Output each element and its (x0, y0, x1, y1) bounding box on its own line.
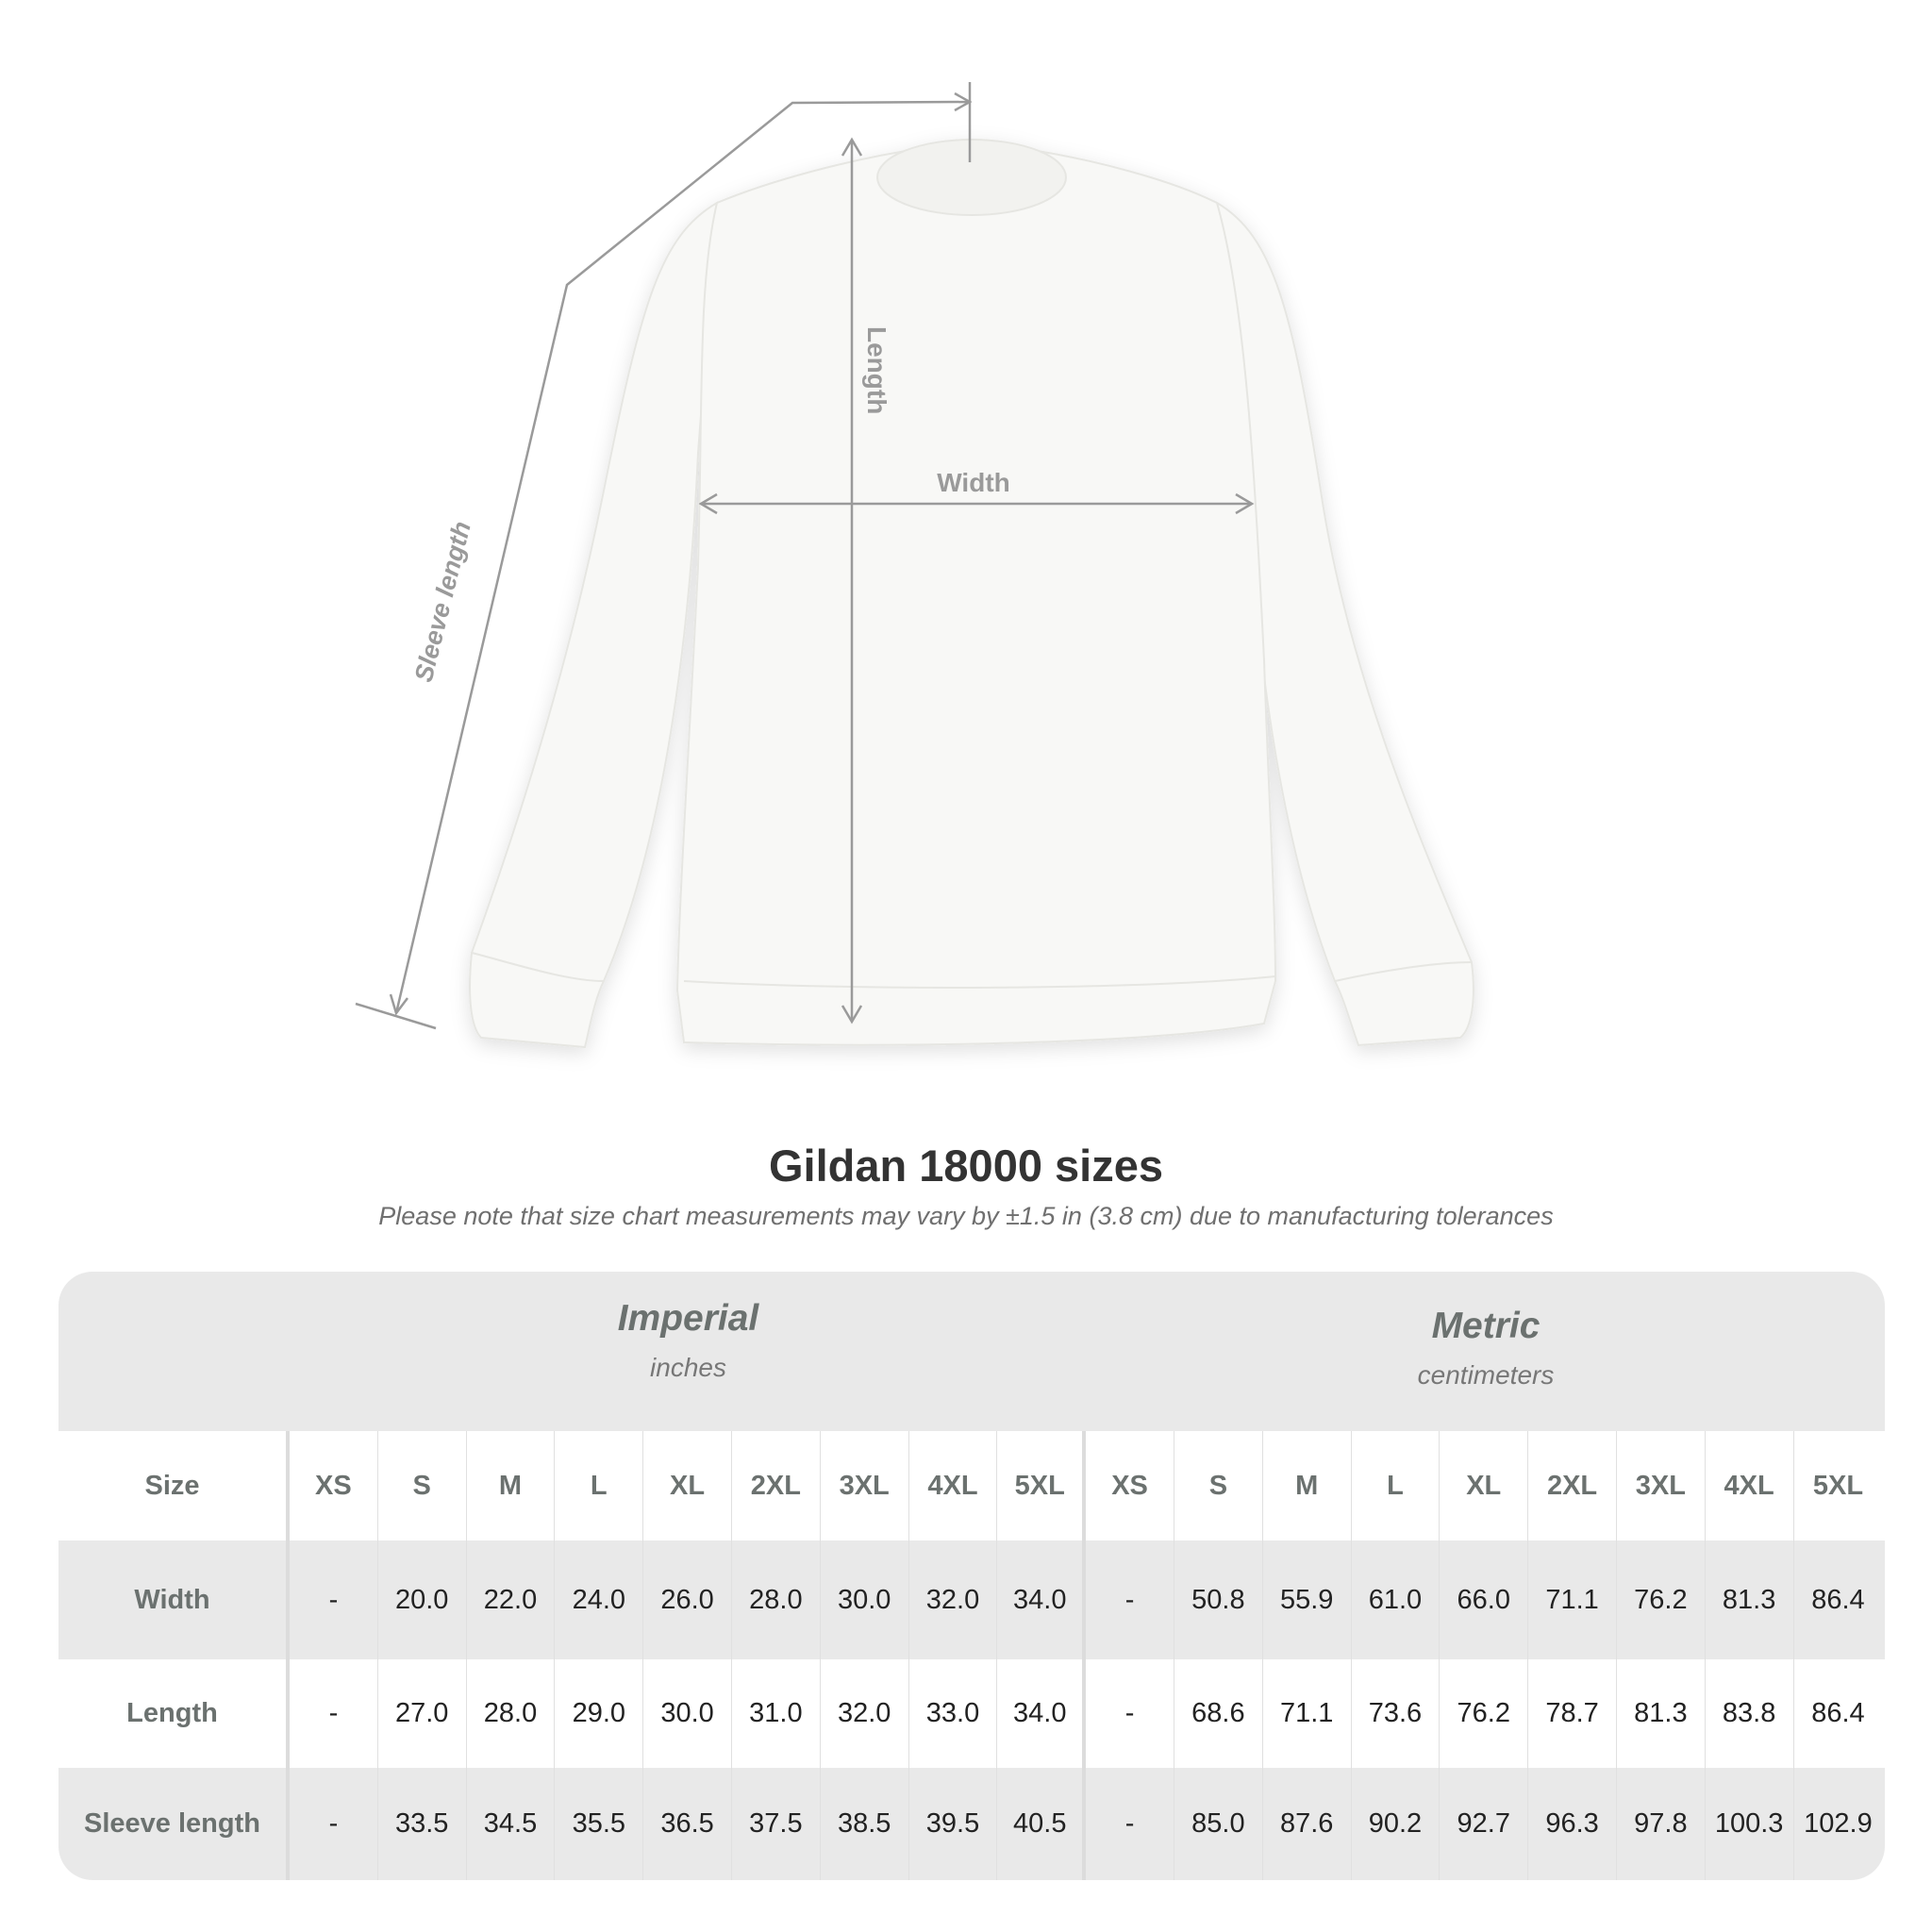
value-cell: 20.0 (378, 1541, 467, 1659)
metric-unit: centimeters (1417, 1360, 1555, 1390)
value-cell: 81.3 (1617, 1659, 1706, 1768)
value-cell: 85.0 (1174, 1768, 1263, 1880)
size-header-cell: L (1352, 1431, 1441, 1541)
value-cell: 61.0 (1352, 1541, 1441, 1659)
sweatshirt-image (469, 139, 1474, 1049)
value-cell: 90.2 (1352, 1768, 1441, 1880)
value-cell: 81.3 (1706, 1541, 1794, 1659)
value-cell: 55.9 (1263, 1541, 1352, 1659)
size-header-cell: 5XL (997, 1431, 1087, 1541)
value-cell: - (290, 1541, 378, 1659)
sweatshirt-diagram: Length Width Sleeve length (355, 82, 1474, 1049)
value-cell: 27.0 (378, 1659, 467, 1768)
value-cell: - (290, 1768, 378, 1880)
value-cell: 29.0 (555, 1659, 644, 1768)
size-header-cell: 2XL (732, 1431, 821, 1541)
length-label: Length (862, 326, 891, 414)
value-cell: 100.3 (1706, 1768, 1794, 1880)
row-label: Width (58, 1541, 290, 1659)
value-cell: 28.0 (467, 1659, 556, 1768)
value-cell: 76.2 (1440, 1659, 1529, 1768)
value-cell: 30.0 (643, 1659, 732, 1768)
size-header-row: Size XS S M L XL 2XL 3XL 4XL 5XL XS S M L XL 2XL 3XL 4XL 5… (58, 1431, 1885, 1541)
size-header-cell: XL (643, 1431, 732, 1541)
size-header-cell: M (467, 1431, 556, 1541)
size-header-cell: 3XL (821, 1431, 909, 1541)
value-cell: 76.2 (1617, 1541, 1706, 1659)
size-header-cell: L (555, 1431, 644, 1541)
table-row: Width -20.0 22.0 24.0 26.0 28.0 30.0 32.0 34.0-5… (58, 1541, 1885, 1659)
value-cell: 32.0 (909, 1541, 998, 1659)
size-header-cell: 4XL (1706, 1431, 1794, 1541)
size-header-cell: XS (290, 1431, 378, 1541)
measure-lines (355, 82, 1255, 1030)
value-cell: - (1086, 1541, 1174, 1659)
value-cell: - (290, 1659, 378, 1768)
value-cell: 86.4 (1811, 1584, 1865, 1615)
size-header-cell: 2XL (1528, 1431, 1617, 1541)
value-cell: 87.6 (1263, 1768, 1352, 1880)
value-cell: 102.9 (1804, 1808, 1873, 1839)
value-cell: 50.8 (1174, 1541, 1263, 1659)
row-label: Sleeve length (58, 1768, 290, 1880)
size-header-cell: 5XL (1812, 1470, 1864, 1501)
metric-header: Metric centimeters (1087, 1306, 1885, 1391)
value-cell: 71.1 (1528, 1541, 1617, 1659)
size-header-cell: 3XL (1617, 1431, 1706, 1541)
value-cell: 34.5 (467, 1768, 556, 1880)
size-header-cell: 4XL (909, 1431, 998, 1541)
value-cell: 78.7 (1528, 1659, 1617, 1768)
unit-header (58, 1272, 1885, 1431)
size-header-cell: S (1174, 1431, 1263, 1541)
sleeve-length-label: Sleeve length (409, 519, 476, 685)
value-cell: 24.0 (555, 1541, 644, 1659)
table-row: Sleeve length -33.5 34.5 35.5 36.5 37.5 38.5 39… (58, 1768, 1885, 1880)
size-table: Imperial inches Metric centimeters Size X… (58, 1272, 1885, 1880)
value-cell: 68.6 (1174, 1659, 1263, 1768)
size-header-cell: M (1263, 1431, 1352, 1541)
value-cell: 83.8 (1706, 1659, 1794, 1768)
value-cell: 34.0 (997, 1541, 1087, 1659)
value-cell: - (1086, 1659, 1174, 1768)
size-header-cell: S (378, 1431, 467, 1541)
value-cell: 30.0 (821, 1541, 909, 1659)
value-cell: 39.5 (909, 1768, 998, 1880)
value-cell: 31.0 (732, 1659, 821, 1768)
row-label: Length (58, 1659, 290, 1768)
value-cell: 33.5 (378, 1768, 467, 1880)
table-row: Length -27.0 28.0 29.0 30.0 31.0 32.0 33.0 34.0-… (58, 1659, 1885, 1768)
width-label: Width (937, 468, 1010, 497)
value-cell: 40.5 (997, 1768, 1087, 1880)
row-label: Size (58, 1431, 290, 1541)
value-cell: 32.0 (821, 1659, 909, 1768)
tolerance-note: Please note that size chart measurements… (378, 1202, 1554, 1230)
value-cell: 71.1 (1263, 1659, 1352, 1768)
size-header-cell: XL (1440, 1431, 1529, 1541)
imperial-title: Imperial (617, 1298, 759, 1339)
sleeve-line (394, 100, 971, 1014)
value-cell: 86.4 (1811, 1698, 1865, 1728)
imperial-unit: inches (650, 1353, 726, 1382)
value-cell: 66.0 (1440, 1541, 1529, 1659)
value-cell: 35.5 (555, 1768, 644, 1880)
value-cell: 36.5 (643, 1768, 732, 1880)
value-cell: 97.8 (1617, 1768, 1706, 1880)
value-cell: 37.5 (732, 1768, 821, 1880)
value-cell: 33.0 (909, 1659, 998, 1768)
page-title: Gildan 18000 sizes (768, 1141, 1164, 1191)
value-cell: 38.5 (821, 1768, 909, 1880)
value-cell: 34.0 (997, 1659, 1087, 1768)
value-cell: 73.6 (1352, 1659, 1441, 1768)
size-header-cell: XS (1086, 1431, 1174, 1541)
metric-title: Metric (1431, 1306, 1541, 1346)
value-cell: 28.0 (732, 1541, 821, 1659)
value-cell: 96.3 (1528, 1768, 1617, 1880)
value-cell: 92.7 (1440, 1768, 1529, 1880)
imperial-header: Imperial inches (290, 1298, 1087, 1383)
value-cell: - (1086, 1768, 1174, 1880)
value-cell: 22.0 (467, 1541, 556, 1659)
value-cell: 26.0 (643, 1541, 732, 1659)
